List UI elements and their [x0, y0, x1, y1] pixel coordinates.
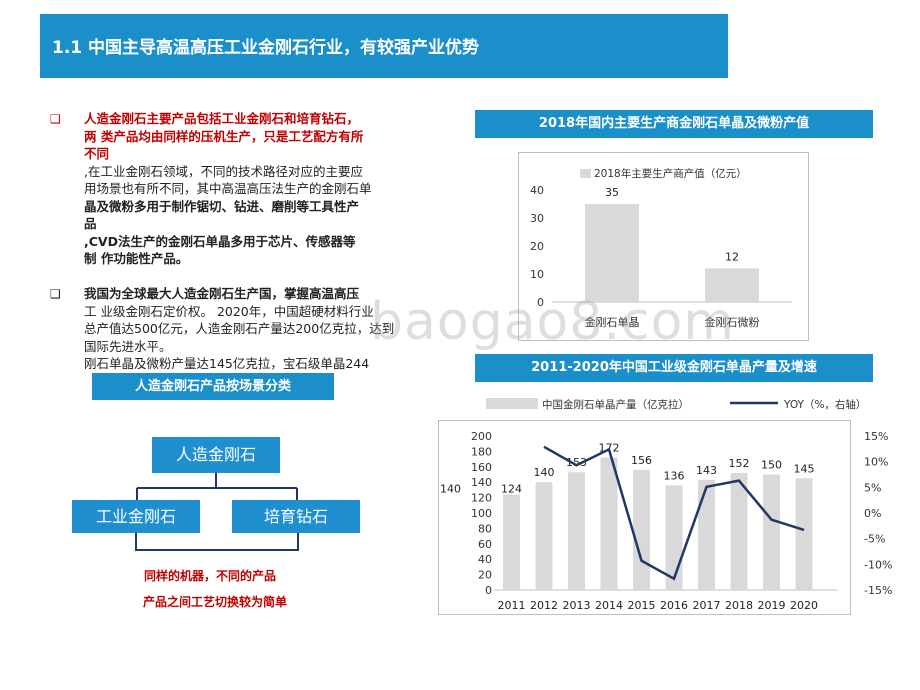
bullet-2: 我国为全球最大人造金刚石生产国，掌握高温高压 工 业级金刚石定价权。 2020年… [84, 285, 454, 373]
bullet-2-line: 总产值达500亿元，人造金刚石产量达200亿克拉，达到 [84, 321, 395, 336]
title-bar: 1.1 中国主导高温高压工业金刚石行业，有较强产业优势 [40, 14, 728, 78]
chart2-ytick-right: 15% [864, 430, 888, 443]
bullet-1-line: 人造金刚石主要产品包括工业金刚石和培育钻石， [84, 111, 360, 126]
watermark: baogao8.com [370, 292, 736, 352]
chart2-category-label: 2015 [628, 599, 656, 612]
chart1-ytick-label: 0 [537, 296, 544, 309]
chart1-data-label: 35 [605, 186, 619, 199]
chart2-bar-label: 143 [696, 464, 717, 477]
chart2-ytick-right: -5% [864, 533, 885, 546]
bullet-2-line: 我国为全球最大人造金刚石生产国，掌握高温高压 [84, 286, 360, 301]
chart2-ytick-left: 180 [471, 445, 492, 458]
chart2-category-label: 2014 [595, 599, 623, 612]
chart2-bar-label: 145 [794, 462, 815, 475]
chart1-ytick-label: 40 [530, 184, 544, 197]
bullet-2-line: 工 业级金刚石定价权。 2020年，中国超硬材料行业 [84, 303, 374, 319]
bullet-1-body: 用场景也有所不同，其中高温高压法生产的金刚石单 [84, 181, 372, 196]
bullet-1-body: 制 作功能性产品。 [84, 251, 189, 266]
diagram-child-right-box: 培育钻石 [232, 500, 360, 533]
chart2-category-label: 2019 [758, 599, 786, 612]
chart2-ytick-left: 100 [471, 507, 492, 520]
chart1-data-label: 12 [725, 250, 739, 263]
bullet-1-body: ,CVD法生产的金刚石单晶多用于芯片、传感器等 [84, 233, 356, 249]
chart2-bar [600, 457, 618, 590]
chart2-bar [633, 469, 650, 590]
diagram-root-box: 人造金刚石 [152, 437, 280, 473]
chart2-bar-label: 150 [761, 459, 782, 472]
chart2-ytick-left: 20 [478, 569, 492, 582]
chart2-title: 2011-2020年中国工业级金刚石单晶产量及增速 [475, 354, 873, 382]
chart2-category-label: 2020 [790, 599, 818, 612]
chart2-canvas: 中国金刚石单晶产量（亿克拉） YOY（%，右轴） 0 20 40 60 80 100 120 14… [438, 398, 892, 615]
diagram-bracket [135, 533, 299, 551]
chart2-frame [438, 420, 851, 615]
chart2-ytick-right: 10% [864, 456, 888, 469]
chart2-bar [795, 478, 813, 590]
chart1-bar [585, 204, 639, 302]
chart2-ytick-right: -15% [864, 584, 892, 597]
chart2-category-label: 2012 [530, 599, 558, 612]
chart2-bar-label: 136 [664, 469, 685, 482]
bullet-1-body: 晶及微粉多用于制作锯切、钻进、磨削等工具性产 [84, 198, 360, 214]
bullet-1: 人造金刚石主要产品包括工业金刚石和培育钻石， 两 类产品均由同样的压机生产，只是… [84, 110, 454, 268]
chart1-frame [518, 152, 809, 341]
chart2-legend-bar-label: 中国金刚石单晶产量（亿克拉） [542, 398, 689, 411]
chart2-category-label: 2016 [660, 599, 688, 612]
chart1-ytick-label: 10 [530, 268, 544, 281]
chart2-bar-label: 156 [631, 454, 652, 467]
chart1-legend-label: 2018年主要生产商产值（亿元） [594, 167, 747, 180]
chart1-category-label: 金刚石单晶 [585, 315, 640, 329]
chart2-ytick-left: 80 [478, 522, 492, 535]
chart2-bar-label: 140 [534, 466, 555, 479]
chart2-category-label: 2013 [563, 599, 591, 612]
bullet-1-line: 两 类产品均由同样的压机生产，只是工艺配方有所 [84, 128, 364, 144]
chart2-bar [568, 472, 585, 590]
chart2-ytick-right: 5% [864, 481, 881, 494]
chart2-ytick-left: 120 [471, 492, 492, 505]
chart2-bar [698, 479, 715, 590]
chart2-category-label: 2017 [693, 599, 721, 612]
diagram-note-2: 产品之间工艺切换较为简单 [142, 595, 287, 609]
chart2-ytick-left: 40 [478, 553, 492, 566]
chart1-title: 2018年国内主要生产商金刚石单晶及微粉产值 [475, 110, 873, 138]
chart2-bar [535, 482, 553, 590]
diagram-note-1: 同样的机器，不同的产品 [143, 569, 276, 583]
chart2-bar-label: 124 [501, 483, 522, 496]
chart2-bar [730, 472, 748, 590]
bullet-2-line: 刚石单晶及微粉产量达145亿克拉，宝石级单晶244 [84, 356, 370, 371]
chart2-bar [763, 474, 780, 590]
chart2-ytick-left: 0 [485, 584, 492, 597]
chart2-bar-label: 153 [566, 456, 587, 469]
chart2-ytick-right: -10% [864, 558, 892, 571]
chart1-bar [705, 268, 759, 302]
bullet-icon: ❑ [50, 112, 61, 126]
bullet-2-line: 国际先进水平。 [84, 338, 172, 354]
chart2-category-label: 2018 [725, 599, 753, 612]
chart2-extra-label: 140 [440, 483, 461, 496]
chart2-legend-bar-swatch [486, 398, 538, 409]
bullet-1-body: ,在工业金刚石领域，不同的技术路径对应的主要应 [84, 163, 363, 179]
chart1-legend-swatch [580, 169, 591, 178]
chart2-yoy-line [543, 445, 805, 581]
bullet-1-line: 不同 [84, 146, 110, 161]
bullet-1-body: 品 [84, 216, 97, 231]
chart1-category-label: 金刚石微粉 [705, 315, 760, 329]
chart2-bar-label: 152 [729, 457, 750, 470]
chart2-bar [503, 494, 520, 590]
chart2-category-label: 2011 [498, 599, 526, 612]
page-title: 1.1 中国主导高温高压工业金刚石行业，有较强产业优势 [52, 38, 480, 58]
chart1-ytick-label: 20 [530, 240, 544, 253]
diagram-child-left-box: 工业金刚石 [72, 500, 200, 533]
chart1-canvas: 2018年主要生产商产值（亿元） 0 10 20 30 40 35 金刚石单晶 12 金刚石微粉 [518, 152, 809, 341]
chart2-ytick-left: 200 [471, 430, 492, 443]
chart2-ytick-left: 60 [478, 538, 492, 551]
chart2-ytick-left: 160 [471, 461, 492, 474]
chart2-legend-line-label: YOY（%，右轴） [783, 398, 866, 411]
bullet-icon: ❑ [50, 287, 61, 301]
chart2-ytick-left: 140 [471, 476, 492, 489]
section-label: 人造金刚石产品按场景分类 [92, 373, 334, 400]
chart2-ytick-right: 0% [864, 507, 881, 520]
chart1-ytick-label: 30 [530, 212, 544, 225]
